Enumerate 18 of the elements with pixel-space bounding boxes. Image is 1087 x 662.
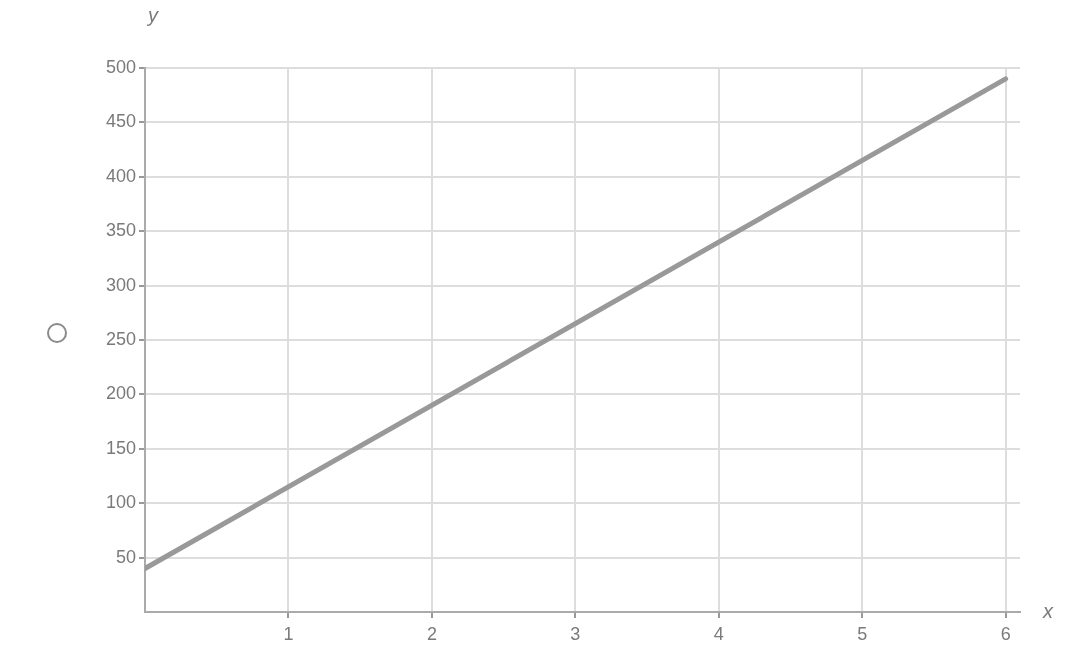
y-tick-label: 450 [105, 111, 136, 132]
x-tick-label: 2 [426, 623, 437, 644]
x-tick-label: 4 [713, 623, 724, 644]
y-tick-label: 350 [105, 220, 136, 241]
y-tick-label: 100 [105, 492, 136, 513]
y-tick-label: 200 [105, 383, 136, 404]
y-tick-label: 50 [115, 546, 136, 567]
y-tick-label: 400 [105, 165, 136, 186]
y-tick-label: 150 [105, 437, 136, 458]
x-tick-label: 1 [283, 623, 294, 644]
x-tick-label: 6 [1000, 623, 1011, 644]
x-tick-label: 3 [570, 623, 581, 644]
x-tick-label: 5 [857, 623, 868, 644]
x-axis-title: x [1042, 599, 1054, 622]
y-tick-label: 500 [105, 56, 136, 77]
y-tick-label: 300 [105, 274, 136, 295]
y-tick-label: 250 [105, 328, 136, 349]
y-axis-title: y [146, 3, 159, 26]
